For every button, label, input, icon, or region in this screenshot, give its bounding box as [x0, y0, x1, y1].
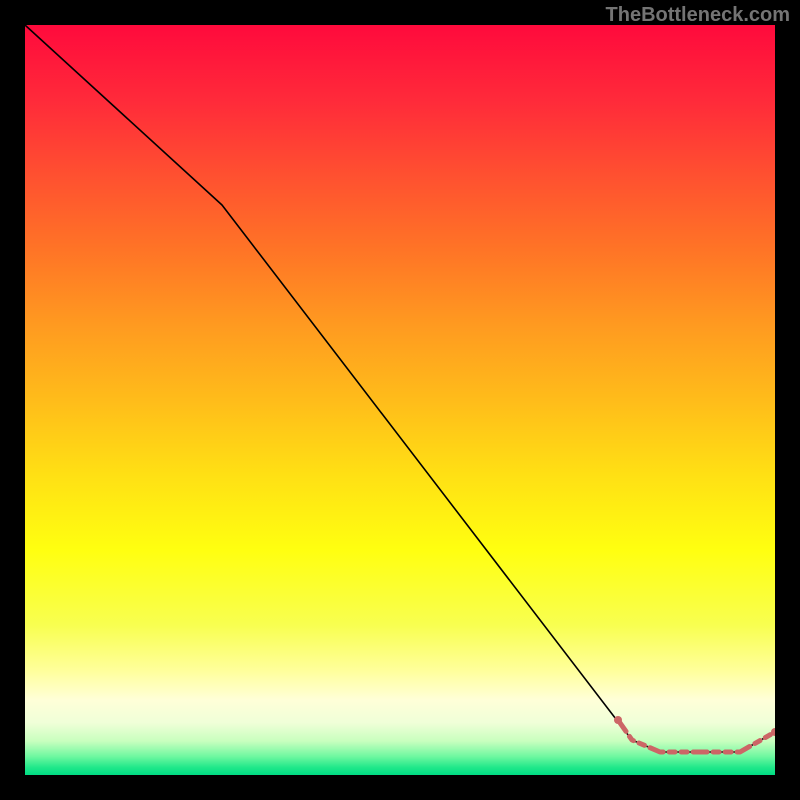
highlight-dash-segment: [618, 720, 775, 752]
chart-container: TheBottleneck.com: [0, 0, 800, 800]
marker-point: [614, 716, 622, 724]
plot-area: [25, 25, 775, 775]
watermark-text: TheBottleneck.com: [606, 4, 790, 27]
main-line: [25, 25, 775, 752]
chart-overlay-svg: [25, 25, 775, 775]
